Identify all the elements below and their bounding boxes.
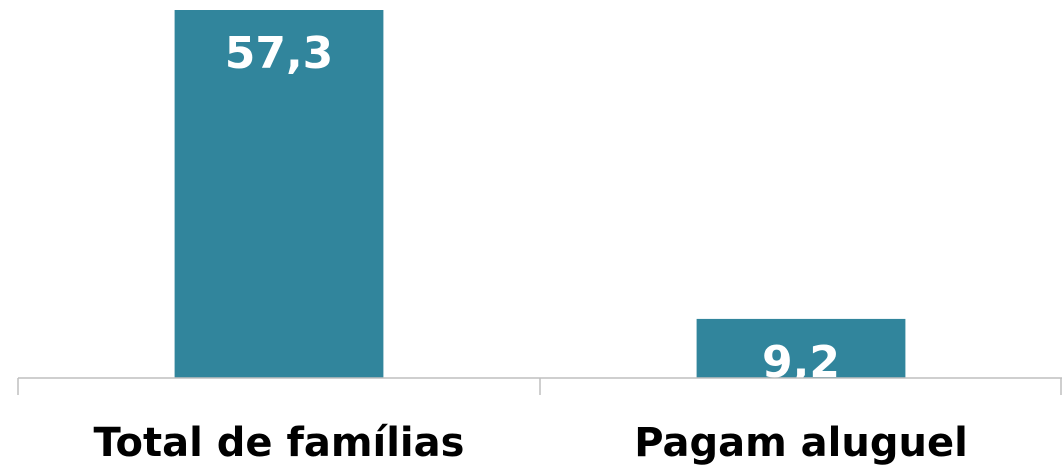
bar bbox=[696, 318, 906, 378]
value-label: 9,2 bbox=[762, 337, 840, 388]
x-tick-label: Pagam aluguel bbox=[634, 420, 968, 466]
x-tick-label: Total de famílias bbox=[94, 420, 465, 466]
value-label: 57,3 bbox=[225, 28, 334, 79]
bar bbox=[174, 10, 384, 378]
